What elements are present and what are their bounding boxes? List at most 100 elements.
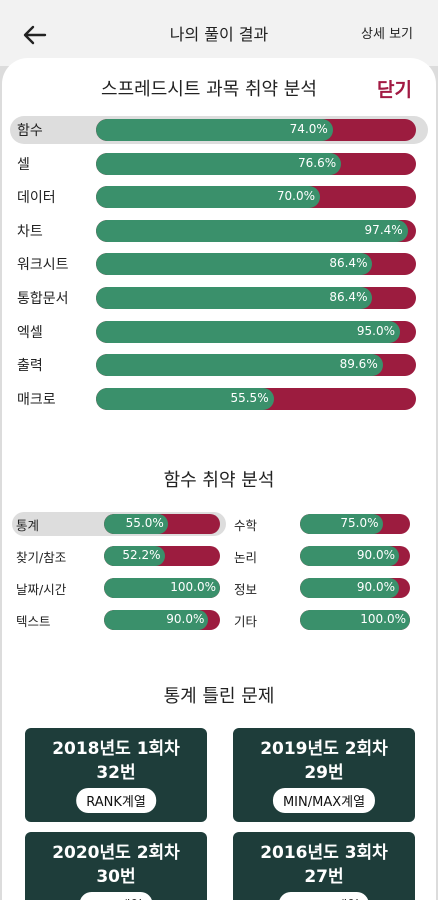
- function-score-bar: 55.0%: [104, 514, 220, 534]
- close-button[interactable]: 닫기: [377, 79, 412, 101]
- function-score-bar: 90.0%: [104, 610, 220, 630]
- function-row[interactable]: 기타 100.0%: [230, 608, 412, 632]
- top-bar: 나의 풀이 결과 상세 보기: [0, 0, 438, 66]
- back-arrow-icon[interactable]: [20, 20, 50, 50]
- page-title: 나의 풀이 결과: [169, 25, 269, 44]
- function-score-percent: 55.0%: [125, 516, 164, 530]
- function-row[interactable]: 정보 90.0%: [230, 576, 412, 600]
- function-row[interactable]: 찾기/참조 52.2%: [12, 544, 226, 568]
- score-bar: 86.4%: [96, 287, 416, 309]
- subject-row[interactable]: 출력 89.6%: [10, 351, 428, 379]
- score-bar-fill: 86.4%: [96, 287, 373, 309]
- function-row[interactable]: 논리 90.0%: [230, 544, 412, 568]
- function-score-percent: 100.0%: [170, 580, 216, 594]
- function-label: 수학: [234, 518, 258, 533]
- subject-row[interactable]: 셀 76.6%: [10, 150, 428, 178]
- function-label: 텍스트: [16, 614, 51, 629]
- score-percent: 74.0%: [289, 122, 328, 136]
- function-score-percent: 90.0%: [356, 548, 395, 562]
- subject-row[interactable]: 엑셀 95.0%: [10, 318, 428, 346]
- subject-label: 통합문서: [17, 291, 69, 307]
- function-row[interactable]: 통계 55.0%: [12, 512, 226, 536]
- function-score-bar-fill: 90.0%: [104, 610, 209, 630]
- subject-row[interactable]: 함수 74.0%: [10, 116, 428, 144]
- subject-row[interactable]: 매크로 55.5%: [10, 385, 428, 413]
- subject-label: 출력: [17, 358, 43, 375]
- function-score-bar-fill: 55.0%: [104, 514, 168, 534]
- question-number: 29번: [304, 763, 344, 783]
- function-row[interactable]: 수학 75.0%: [230, 512, 412, 536]
- function-score-bar-fill: 90.0%: [300, 546, 399, 566]
- score-bar-fill: 89.6%: [96, 354, 383, 377]
- function-tag: MIN/MAX계열: [272, 788, 376, 813]
- function-row[interactable]: 날짜/시간 100.0%: [12, 576, 226, 600]
- function-score-bar-fill: 90.0%: [300, 578, 399, 598]
- subject-label: 셀: [17, 156, 30, 173]
- wrong-question-card[interactable]: 2016년도 3회차 27번 COUNT계열: [233, 832, 415, 900]
- function-score-percent: 90.0%: [166, 612, 205, 626]
- score-bar-fill: 76.6%: [96, 152, 342, 175]
- function-score-bar: 100.0%: [300, 610, 410, 630]
- detail-view-link[interactable]: 상세 보기: [361, 27, 413, 42]
- question-number: 27번: [304, 867, 344, 887]
- score-bar-fill: 55.5%: [96, 387, 274, 410]
- subject-label: 매크로: [17, 391, 56, 408]
- score-bar: 86.4%: [96, 253, 416, 276]
- wrong-question-card[interactable]: 2018년도 1회차 32번 RANK계열: [25, 728, 207, 822]
- exam-round: 2018년도 1회차: [52, 739, 180, 759]
- score-bar: 76.6%: [96, 152, 416, 175]
- score-percent: 86.4%: [329, 256, 368, 271]
- function-score-bar-fill: 100.0%: [300, 610, 410, 630]
- exam-round: 2016년도 3회차: [260, 843, 388, 863]
- function-score-percent: 52.2%: [122, 548, 161, 562]
- subject-row[interactable]: 차트 97.4%: [10, 217, 428, 245]
- wrong-question-card[interactable]: 2020년도 2회차 30번 SUM계열: [25, 832, 207, 900]
- function-score-bar: 75.0%: [300, 514, 410, 534]
- function-score-bar: 90.0%: [300, 578, 410, 598]
- score-bar: 89.6%: [96, 354, 416, 377]
- function-tag: RANK계열: [76, 788, 156, 813]
- score-bar: 97.4%: [96, 219, 416, 242]
- score-bar: 70.0%: [96, 186, 416, 209]
- score-bar: 55.5%: [96, 387, 416, 410]
- function-label: 날짜/시간: [16, 582, 67, 597]
- function-tag: SUM계열: [79, 892, 153, 900]
- score-percent: 86.4%: [329, 290, 368, 304]
- function-score-bar-fill: 52.2%: [104, 546, 165, 566]
- score-bar-fill: 97.4%: [96, 219, 408, 242]
- function-tag: COUNT계열: [278, 892, 370, 900]
- wrong-question-card[interactable]: 2019년도 2회차 29번 MIN/MAX계열: [233, 728, 415, 822]
- exam-round: 2020년도 2회차: [52, 843, 180, 863]
- subject-analysis-title: 스프레드시트 과목 취약 분석: [101, 79, 317, 100]
- subject-label: 데이터: [17, 190, 56, 207]
- function-analysis-title: 함수 취약 분석: [163, 470, 275, 491]
- score-bar-fill: 70.0%: [96, 186, 320, 209]
- subject-row[interactable]: 통합문서 86.4%: [10, 284, 428, 312]
- subject-row[interactable]: 워크시트 86.4%: [10, 250, 428, 278]
- function-label: 찾기/참조: [16, 550, 67, 565]
- subject-label: 함수: [17, 123, 43, 139]
- function-row[interactable]: 텍스트 90.0%: [12, 608, 226, 632]
- score-percent: 89.6%: [339, 357, 378, 372]
- function-score-bar-fill: 75.0%: [300, 514, 383, 534]
- question-number: 30번: [96, 867, 136, 887]
- score-percent: 55.5%: [230, 390, 269, 405]
- function-score-percent: 90.0%: [356, 580, 395, 594]
- subject-row[interactable]: 데이터 70.0%: [10, 183, 428, 211]
- function-score-percent: 100.0%: [360, 612, 406, 626]
- score-bar-fill: 95.0%: [96, 320, 400, 343]
- score-bar: 95.0%: [96, 320, 416, 343]
- function-score-bar: 52.2%: [104, 546, 220, 566]
- score-bar: 74.0%: [96, 119, 416, 141]
- exam-round: 2019년도 2회차: [260, 739, 388, 759]
- wrong-questions-title: 통계 틀린 문제: [163, 686, 275, 707]
- score-bar-fill: 74.0%: [96, 119, 333, 141]
- function-score-bar-fill: 100.0%: [104, 578, 220, 598]
- function-score-bar: 100.0%: [104, 578, 220, 598]
- score-percent: 97.4%: [364, 222, 403, 237]
- function-score-percent: 75.0%: [340, 516, 379, 530]
- score-percent: 70.0%: [276, 189, 315, 204]
- function-label: 정보: [234, 582, 258, 597]
- score-percent: 76.6%: [297, 155, 337, 170]
- function-label: 통계: [16, 518, 40, 533]
